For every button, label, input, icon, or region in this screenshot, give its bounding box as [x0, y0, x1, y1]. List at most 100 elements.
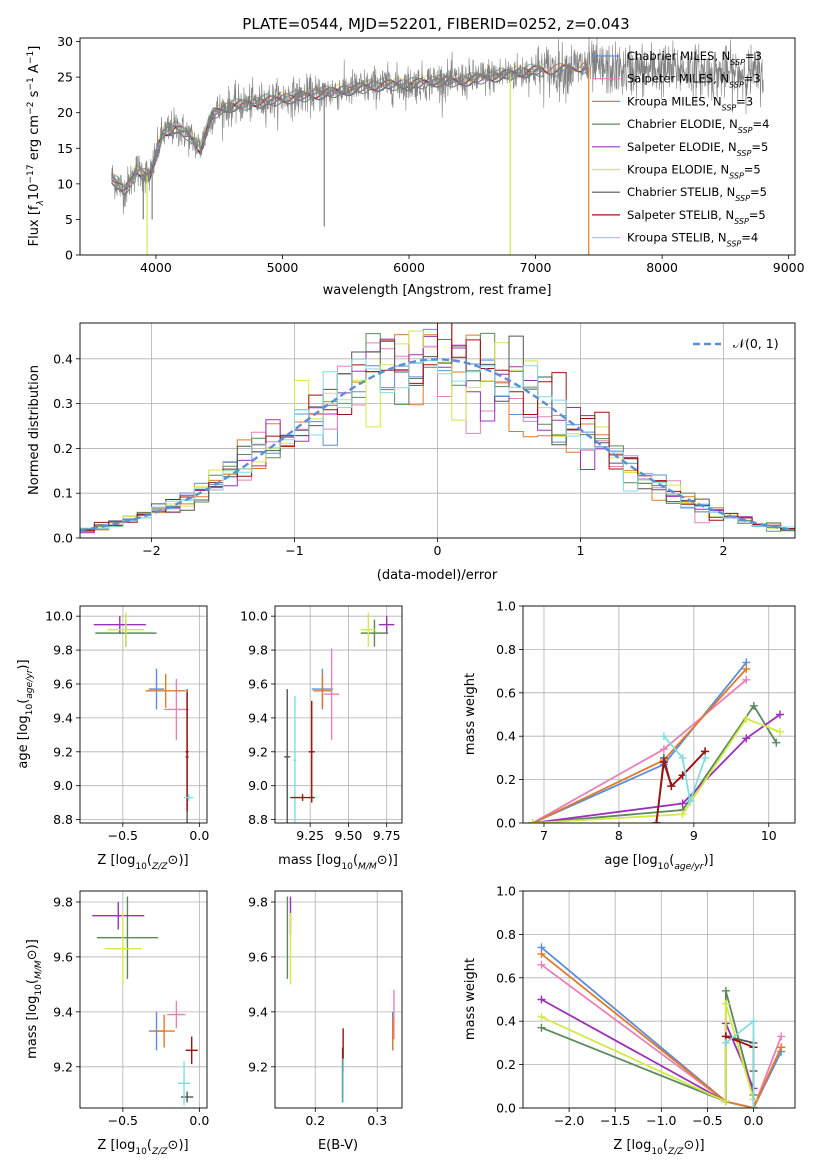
data-point — [537, 1023, 546, 1032]
y-tick-label: 9.8 — [53, 643, 73, 658]
data-point — [721, 986, 730, 995]
y-tick-label: 9.0 — [53, 778, 73, 793]
y-tick-label: 0.0 — [53, 531, 73, 546]
plot-area — [111, 38, 764, 255]
y-tick-label: 0.6 — [496, 685, 516, 700]
axes-frame — [274, 605, 403, 824]
legend-label-1: Salpeter MILES, NSSP=3 — [627, 72, 761, 90]
y-tick-label: 9.4 — [53, 710, 73, 725]
legend-label-7: Salpeter STELIB, NSSP=5 — [627, 208, 766, 226]
label-part: Z — [613, 1138, 626, 1153]
x-tick-label: 0 — [434, 543, 442, 558]
legend-n: =3 — [745, 49, 762, 63]
figure-title: PLATE=0544, MJD=52201, FIBERID=0252, z=0… — [242, 15, 629, 33]
data-point — [537, 949, 546, 958]
label-part: age/yr — [25, 668, 35, 698]
legend-text: Chabrier MILES, N — [627, 49, 730, 63]
series-line-0 — [532, 661, 748, 823]
label-part: 10 — [135, 862, 147, 872]
legend-n: =4 — [741, 231, 758, 245]
label-part: age [log — [16, 715, 31, 768]
label-part: ⊙ — [25, 949, 40, 960]
legend-n: =5 — [744, 163, 761, 177]
x-tick-label: 0.0 — [189, 828, 209, 843]
y-tick-label: 0.2 — [496, 772, 516, 787]
errorbar-point — [96, 896, 159, 979]
data-point — [686, 797, 695, 806]
data-point — [667, 782, 676, 791]
errorbar-point — [107, 612, 145, 647]
errorbar-point — [290, 794, 315, 801]
axes-massweight_vs_Z: −2.0 −1.5 −1.0 −0.5 0.0 0.0 0.2 0.4 0.6 0.8 1.0 Z [… — [463, 884, 796, 1157]
label-part: ] — [27, 46, 42, 51]
x-tick-label: 0.2 — [305, 1113, 325, 1128]
y-tick-label: 10.0 — [45, 609, 73, 624]
label-part: ( — [147, 1138, 152, 1153]
errorbar-point — [145, 673, 186, 708]
label-part: [log — [110, 853, 135, 868]
legend-sub: SSP — [738, 126, 753, 135]
y-tick-label: 0.8 — [496, 642, 516, 657]
y-tick-label: 8.8 — [248, 812, 268, 827]
axes-residuals: −2 −1 0 1 2 0.0 0.1 0.2 0.3 0.4 𝒩(0, 1) (data-model… — [27, 322, 796, 583]
y-tick-label: 5 — [65, 212, 73, 227]
axes-frame — [522, 605, 796, 824]
legend-label-0: Chabrier MILES, NSSP=3 — [627, 49, 762, 67]
legend-sub: SSP — [729, 80, 744, 89]
axes-age_vs_mass: 9.25 9.50 9.75 8.8 9.0 9.2 9.4 9.6 9.8 10.0 mass [… — [240, 605, 403, 872]
data-point — [652, 819, 661, 823]
label-part: ( — [353, 853, 358, 868]
label-part: −2 — [26, 102, 36, 115]
label-part: M/M — [358, 862, 377, 872]
legend-text: Salpeter STELIB, N — [627, 208, 734, 222]
data-point — [537, 995, 546, 1004]
label-part: λ — [36, 200, 46, 206]
series-line-8 — [663, 735, 706, 802]
errorbar-point — [153, 1014, 175, 1048]
errorbar-point — [185, 692, 189, 812]
label-part: −1 — [26, 51, 36, 64]
axes-age_vs_Z: −0.5 0.08.89.09.29.49.69.810.0Z [log10(Z/… — [16, 605, 209, 872]
legend-sub: SSP — [737, 148, 752, 157]
series-line-5 — [541, 1003, 755, 1103]
y-tick-label: 9.6 — [53, 949, 73, 964]
errorbar-point — [148, 668, 165, 710]
x-tick-label: 5000 — [267, 260, 299, 275]
data-point — [742, 734, 751, 743]
y-tick-label: 9.8 — [248, 643, 268, 658]
data-point — [742, 664, 751, 673]
label-part: )] — [16, 659, 31, 669]
data-point — [721, 1038, 730, 1047]
x-tick-label: 9.50 — [335, 828, 363, 843]
label-part: ( — [25, 979, 40, 984]
legend-n: =5 — [751, 140, 768, 154]
y-tick-label: 0.4 — [53, 351, 73, 366]
x-tick-label: −1.5 — [600, 1113, 630, 1128]
errorbar-point — [284, 689, 291, 823]
legend-sub: SSP — [722, 103, 737, 112]
legend-sub: SSP — [735, 194, 750, 203]
errorbar-point — [177, 1061, 191, 1106]
axes-frame — [79, 605, 208, 824]
plot-area — [537, 943, 786, 1108]
y-tick-label: 0.8 — [496, 927, 516, 942]
y-tick-label: 0.0 — [496, 816, 516, 831]
y-tick-label: 9.6 — [248, 676, 268, 691]
y-tick-label: 9.0 — [248, 778, 268, 793]
x-tick-label: 6000 — [393, 260, 425, 275]
y-tick-label: 0.3 — [53, 396, 73, 411]
label-part: Z — [97, 1138, 110, 1153]
label-part: A — [27, 64, 42, 77]
x-axis-label: Z [log10(Z/Z⊙)] — [613, 1138, 704, 1157]
plot-area — [80, 323, 795, 538]
errorbar-point — [164, 678, 189, 740]
label-part: −17 — [26, 164, 36, 183]
plot-area — [528, 658, 785, 823]
legend-n: =3 — [744, 72, 761, 86]
label-part: s — [27, 90, 42, 101]
label-part: )] — [388, 853, 398, 868]
label-part: ⊙ — [168, 1138, 179, 1153]
data-point — [659, 732, 668, 741]
data-point — [749, 1017, 758, 1026]
